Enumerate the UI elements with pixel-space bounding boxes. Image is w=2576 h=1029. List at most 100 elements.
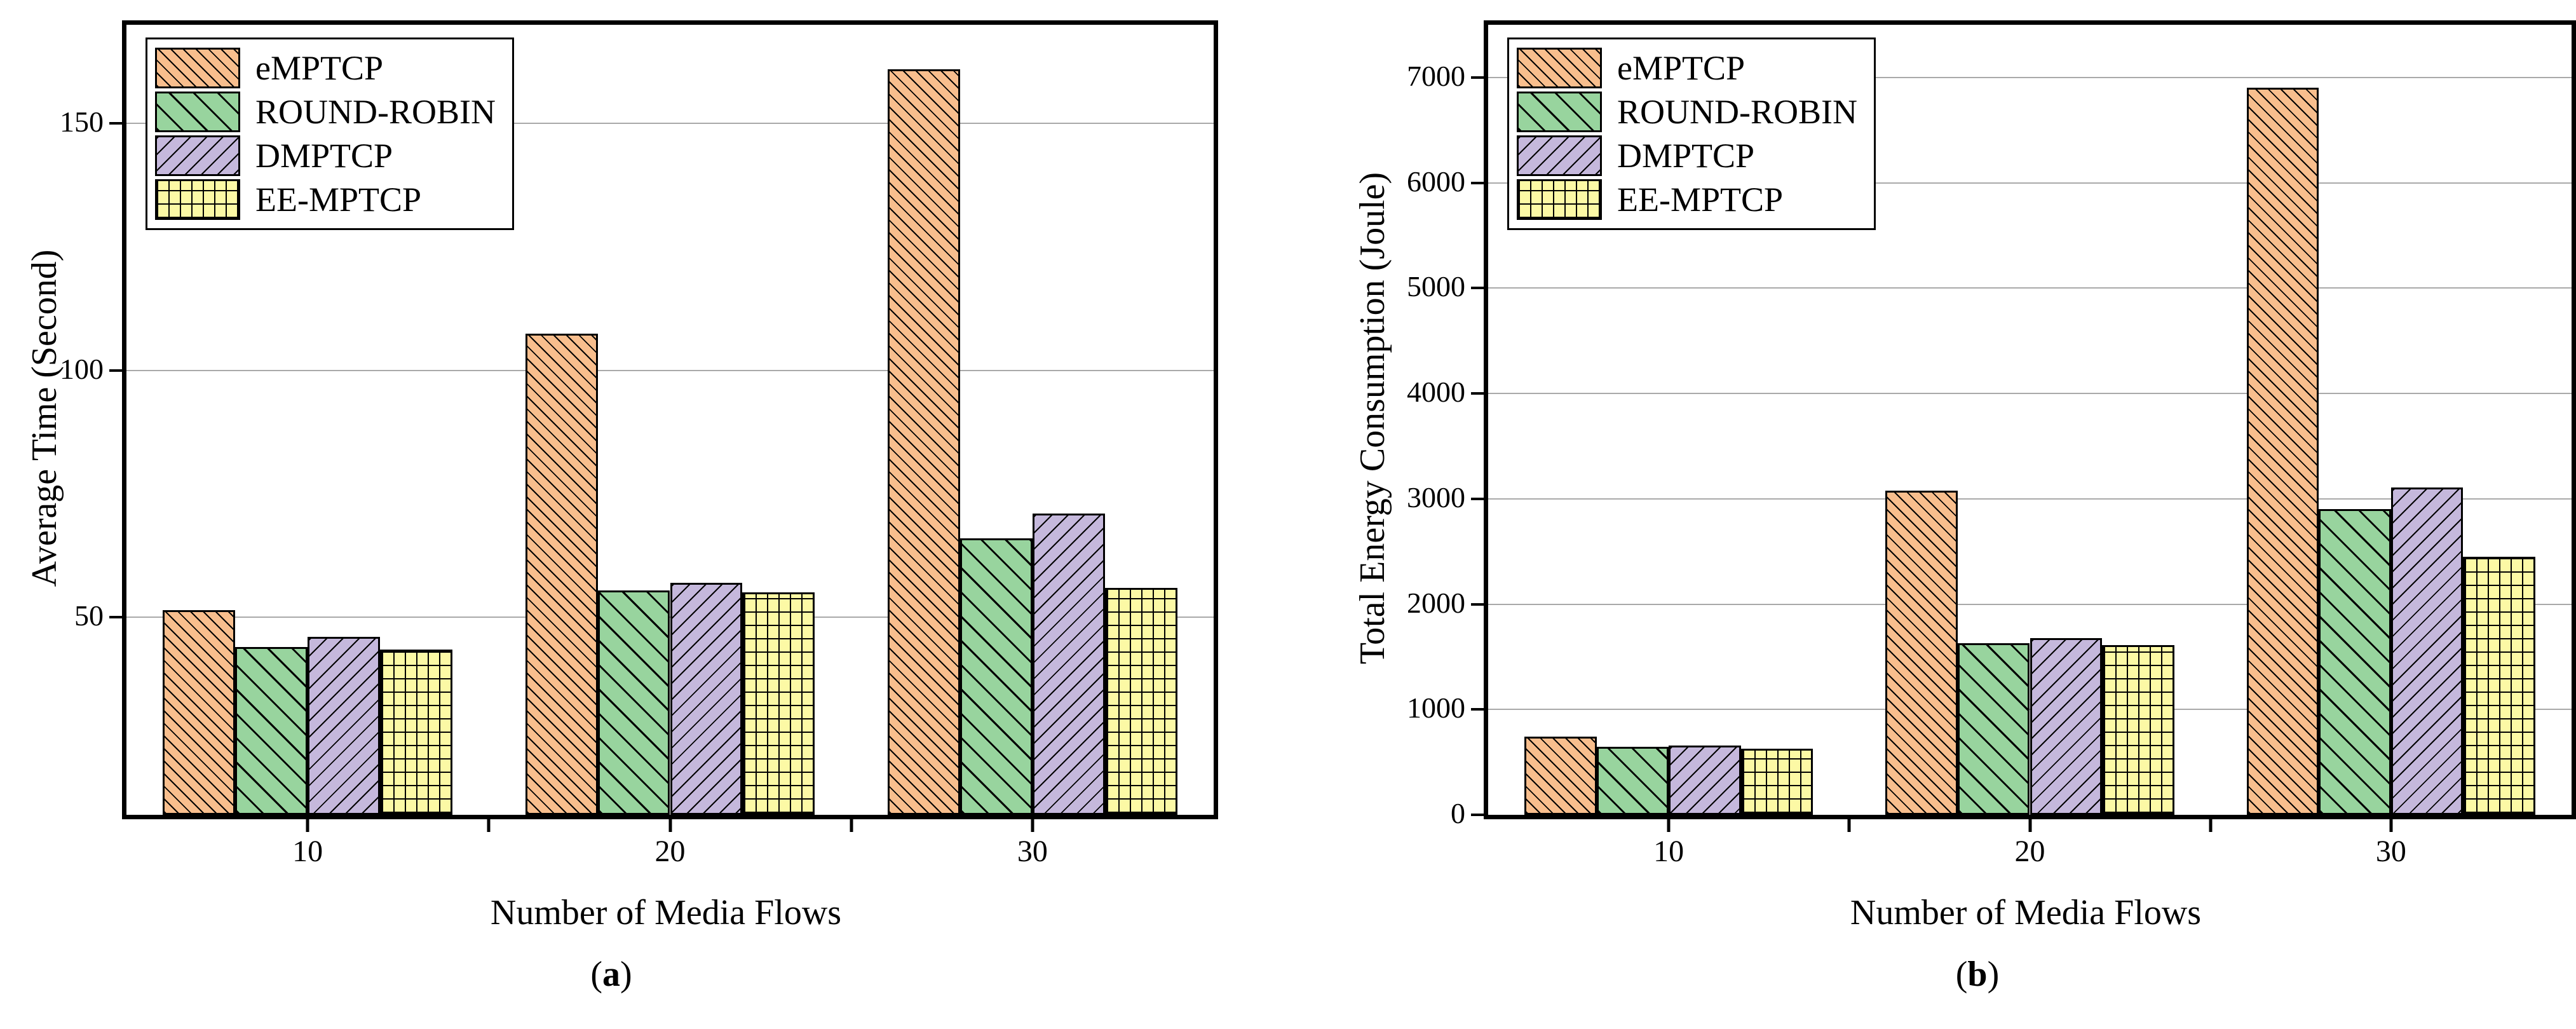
legend-swatch-dmptcp (1517, 135, 1602, 176)
x-axis-tick (487, 819, 491, 832)
legend-swatch-emptcp (1517, 48, 1602, 88)
y-gridline (1488, 287, 2572, 289)
bar-emptcp-20 (525, 333, 598, 815)
y-tick-label: 5000 (1407, 270, 1465, 303)
y-axis-tick (1471, 392, 1484, 395)
x-axis-title-b: Number of Media Flows (1850, 893, 2202, 932)
bar-emptcp-20 (1885, 490, 1958, 815)
legend-item-dmptcp: DMPTCP (1517, 135, 1857, 176)
y-tick-label: 1000 (1407, 692, 1465, 725)
y-tick-label: 7000 (1407, 60, 1465, 93)
bar-emptcp-10 (1524, 736, 1597, 815)
x-axis-tick (1667, 819, 1671, 832)
bar-round-robin-20 (597, 590, 670, 815)
bar-ee-mptcp-20 (742, 592, 815, 815)
x-category-label: 30 (2375, 835, 2406, 868)
y-tick-label: 50 (74, 599, 104, 632)
y-tick-label: 100 (60, 352, 104, 385)
x-axis-tick (2389, 819, 2393, 832)
legend-label: DMPTCP (255, 136, 393, 175)
bar-dmptcp-20 (2030, 638, 2103, 815)
bar-emptcp-30 (2246, 88, 2319, 815)
y-tick-label: 2000 (1407, 586, 1465, 619)
plot-area-b: 0 1000 2000 3000 4000 5000 6000 7000 10 20 30 eMPTC… (1407, 20, 2576, 867)
bar-ee-mptcp-10 (1740, 748, 1813, 815)
x-category-label: 10 (1653, 835, 1685, 868)
legend-item-round-robin: ROUND-ROBIN (155, 92, 496, 132)
x-axis-title-a: Number of Media Flows (490, 893, 842, 932)
x-category-label: 30 (1017, 835, 1048, 868)
y-axis-tick (1471, 76, 1484, 79)
y-gridline (1488, 393, 2572, 395)
bar-ee-mptcp-30 (1104, 587, 1177, 815)
bar-ee-mptcp-10 (380, 649, 453, 815)
y-axis-title-b: Total Energy Consumption (Joule) (1353, 172, 1392, 665)
y-tick-label: 0 (1451, 797, 1465, 830)
legend: eMPTCP ROUND-ROBIN DMPTCP EE-MPTCP (1507, 37, 1876, 230)
bar-dmptcp-10 (1669, 745, 1741, 815)
legend-item-emptcp: eMPTCP (1517, 48, 1857, 88)
y-tick-label: 3000 (1407, 480, 1465, 514)
legend-item-ee-mptcp: EE-MPTCP (155, 179, 496, 220)
bar-ee-mptcp-20 (2102, 645, 2174, 815)
legend-label: eMPTCP (255, 48, 384, 87)
legend-swatch-round-robin (155, 92, 240, 132)
legend-swatch-emptcp (155, 48, 240, 88)
bar-round-robin-30 (959, 538, 1033, 815)
y-gridline (126, 369, 1214, 371)
x-axis-tick (2209, 819, 2213, 832)
bar-round-robin-10 (1596, 747, 1669, 815)
legend-label: ROUND-ROBIN (1617, 92, 1857, 131)
legend-item-round-robin: ROUND-ROBIN (1517, 92, 1857, 132)
legend-label: EE-MPTCP (1617, 180, 1784, 219)
y-axis-tick (1471, 497, 1484, 500)
plot-area-a: 50 100 150 10 20 30 eMPTCP ROUND-ROBIN DMPTCP EE-… (60, 20, 1218, 867)
x-category-label: 10 (292, 835, 323, 868)
x-category-label: 20 (2014, 835, 2045, 868)
panel-label-a: (a) (590, 955, 632, 994)
y-gridline (126, 123, 1214, 125)
y-axis-tick (1471, 603, 1484, 606)
legend-label: DMPTCP (1617, 136, 1755, 175)
bar-dmptcp-30 (2390, 487, 2464, 815)
y-gridline (1488, 603, 2572, 605)
x-axis-tick (850, 819, 853, 832)
x-axis-tick (668, 819, 672, 832)
y-axis-tick (1471, 181, 1484, 184)
legend-swatch-ee-mptcp (155, 179, 240, 220)
legend-swatch-round-robin (1517, 92, 1602, 132)
legend-item-ee-mptcp: EE-MPTCP (1517, 179, 1857, 220)
y-axis-tick (1471, 287, 1484, 290)
y-tick-label: 6000 (1407, 165, 1465, 198)
y-gridline (1488, 76, 2572, 78)
x-axis-tick (1031, 819, 1034, 832)
y-tick-label: 4000 (1407, 376, 1465, 409)
bar-ee-mptcp-30 (2463, 556, 2535, 815)
y-tick-label: 150 (60, 106, 104, 139)
y-axis-tick (1471, 814, 1484, 816)
y-axis-tick (109, 616, 122, 619)
y-gridline (1488, 498, 2572, 500)
legend-item-emptcp: eMPTCP (155, 48, 496, 88)
bar-round-robin-10 (235, 646, 308, 815)
legend-swatch-dmptcp (155, 135, 240, 176)
y-axis-tick (109, 369, 122, 372)
legend-label: EE-MPTCP (255, 180, 422, 219)
legend-swatch-ee-mptcp (1517, 179, 1602, 220)
bar-round-robin-30 (2319, 509, 2391, 815)
bar-dmptcp-20 (670, 582, 743, 815)
y-axis-tick (109, 122, 122, 125)
legend-label: ROUND-ROBIN (255, 92, 496, 131)
y-axis-tick (1471, 708, 1484, 711)
legend-label: eMPTCP (1617, 48, 1746, 87)
x-axis-tick (1847, 819, 1851, 832)
bar-emptcp-30 (887, 69, 960, 815)
bar-round-robin-20 (1957, 643, 2030, 815)
panel-label-b: (b) (1955, 955, 2000, 994)
bar-emptcp-10 (163, 610, 236, 815)
y-axis-title-a: Average Time (Second) (25, 249, 64, 587)
bar-dmptcp-30 (1032, 514, 1105, 815)
legend-item-dmptcp: DMPTCP (155, 135, 496, 176)
bar-dmptcp-10 (308, 637, 381, 815)
